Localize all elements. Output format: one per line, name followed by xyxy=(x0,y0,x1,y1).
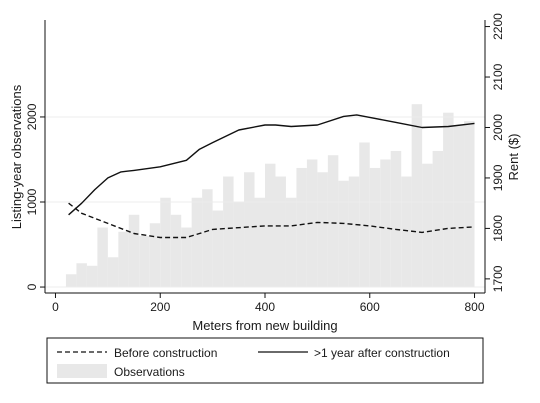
observation-bar xyxy=(170,214,182,288)
observation-bar xyxy=(160,197,171,288)
y-left-axis-ticks: 0 1000 2000 xyxy=(25,103,45,290)
observation-bar xyxy=(275,176,286,288)
observation-bar xyxy=(411,104,423,288)
series-line-before-construction xyxy=(68,202,475,239)
observation-bar xyxy=(97,227,108,288)
legend-swatch-observations xyxy=(57,364,107,378)
observation-bar xyxy=(327,155,339,288)
observation-bar xyxy=(348,176,360,288)
observation-bar xyxy=(191,197,203,288)
observation-bar xyxy=(76,263,87,288)
observation-bar xyxy=(359,142,370,288)
observation-bar xyxy=(380,159,391,288)
x-tick-label: 800 xyxy=(465,300,485,314)
y-right-axis-ticks: 1700 1800 1900 2000 2100 2200 xyxy=(485,13,505,292)
observation-bar xyxy=(285,197,297,288)
observation-bar xyxy=(128,214,140,288)
legend-box xyxy=(46,337,484,384)
observation-bar xyxy=(422,163,433,288)
observation-bar xyxy=(390,150,402,288)
observation-bar xyxy=(443,112,454,288)
lines-layer xyxy=(68,114,475,239)
y-right-tick-label: 2000 xyxy=(491,114,505,141)
observation-bar xyxy=(86,265,98,288)
observation-bar xyxy=(369,167,381,288)
observation-bar xyxy=(338,180,349,288)
legend: Before construction >1 year after constr… xyxy=(46,337,484,384)
x-axis-label: Meters from new building xyxy=(192,318,337,333)
observation-bar xyxy=(118,231,129,288)
x-tick-label: 200 xyxy=(150,300,170,314)
y-right-tick-label: 1700 xyxy=(491,265,505,292)
y-left-axis-label: Listing-year observations xyxy=(9,84,24,229)
series-line-after-construction xyxy=(68,114,475,216)
y-left-tick-label: 1000 xyxy=(25,188,39,215)
legend-label-before: Before construction xyxy=(114,346,217,360)
bars-layer xyxy=(65,104,475,288)
observation-bar xyxy=(212,210,224,288)
observation-bar xyxy=(254,197,265,288)
y-right-tick-label: 1800 xyxy=(491,215,505,242)
legend-label-observations: Observations xyxy=(114,365,185,379)
observation-bar xyxy=(464,121,475,288)
y-right-axis-label: Rent ($) xyxy=(506,134,521,181)
observation-bar xyxy=(202,189,213,288)
x-tick-label: 600 xyxy=(360,300,380,314)
observation-bar xyxy=(139,236,150,288)
observation-bar xyxy=(149,223,161,288)
y-left-tick-label: 2000 xyxy=(25,103,39,130)
observation-bar xyxy=(233,202,245,288)
y-right-tick-label: 2200 xyxy=(491,13,505,40)
y-left-tick-label: 0 xyxy=(25,283,39,290)
y-right-tick-label: 2100 xyxy=(491,63,505,90)
observation-bar xyxy=(401,176,412,288)
observation-bar xyxy=(453,125,465,288)
grid-layer xyxy=(45,116,485,288)
observation-bar xyxy=(317,172,328,288)
x-tick-label: 0 xyxy=(52,300,59,314)
observation-bar xyxy=(244,172,255,288)
observation-bar xyxy=(432,150,444,288)
observation-bar xyxy=(181,227,192,288)
legend-label-after: >1 year after construction xyxy=(314,346,450,360)
observation-bar xyxy=(65,274,77,288)
x-axis-ticks: 0 200 400 600 800 xyxy=(52,293,485,314)
observation-bar xyxy=(107,257,119,288)
y-right-tick-label: 1900 xyxy=(491,164,505,191)
observation-bar xyxy=(296,167,307,288)
x-tick-label: 400 xyxy=(255,300,275,314)
observation-bar xyxy=(223,176,234,288)
